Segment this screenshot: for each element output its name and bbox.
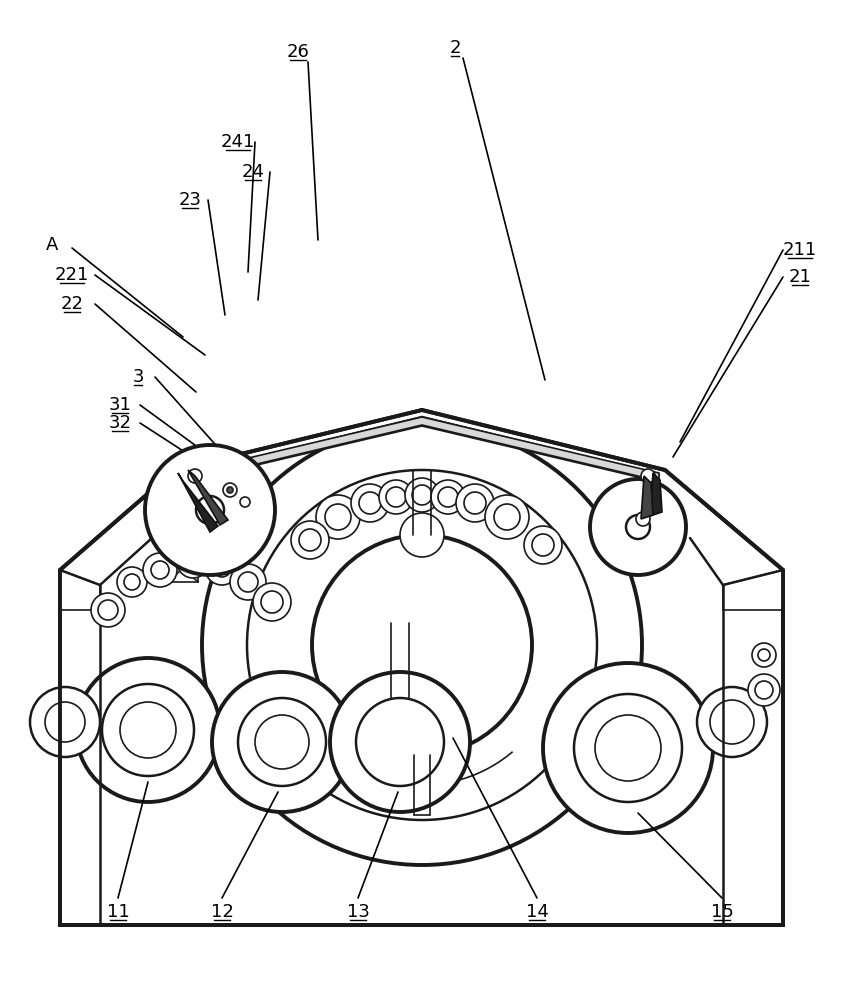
Circle shape — [626, 515, 650, 539]
Circle shape — [102, 684, 194, 776]
Text: 241: 241 — [221, 133, 255, 151]
Polygon shape — [60, 570, 100, 610]
Circle shape — [543, 663, 713, 833]
Text: A: A — [45, 236, 58, 254]
Polygon shape — [188, 470, 228, 525]
Circle shape — [223, 483, 237, 497]
Circle shape — [247, 470, 597, 820]
Circle shape — [205, 551, 239, 585]
Circle shape — [202, 425, 642, 865]
Text: 3: 3 — [132, 368, 144, 386]
Circle shape — [255, 715, 309, 769]
Circle shape — [755, 681, 773, 699]
Circle shape — [405, 478, 439, 512]
Text: 13: 13 — [346, 903, 369, 921]
Circle shape — [291, 521, 329, 559]
Circle shape — [316, 495, 360, 539]
Circle shape — [76, 658, 220, 802]
Circle shape — [748, 674, 780, 706]
Circle shape — [494, 504, 520, 530]
Circle shape — [177, 546, 209, 578]
Circle shape — [386, 487, 406, 507]
Text: 31: 31 — [108, 396, 131, 414]
Circle shape — [431, 480, 465, 514]
Text: 11: 11 — [107, 903, 130, 921]
Circle shape — [325, 504, 351, 530]
Circle shape — [641, 469, 655, 483]
Polygon shape — [641, 476, 653, 519]
Circle shape — [636, 512, 650, 526]
Circle shape — [196, 496, 224, 524]
Circle shape — [98, 600, 118, 620]
Circle shape — [379, 480, 413, 514]
Circle shape — [253, 583, 291, 621]
Text: 32: 32 — [108, 414, 131, 432]
Circle shape — [438, 487, 458, 507]
Text: 24: 24 — [241, 163, 265, 181]
Text: 211: 211 — [783, 241, 817, 259]
Circle shape — [412, 485, 432, 505]
Circle shape — [30, 687, 100, 757]
Polygon shape — [650, 473, 662, 516]
Circle shape — [227, 487, 233, 493]
Polygon shape — [723, 570, 783, 610]
Circle shape — [758, 649, 770, 661]
Circle shape — [532, 534, 554, 556]
Circle shape — [312, 535, 532, 755]
Circle shape — [752, 643, 776, 667]
Circle shape — [359, 492, 381, 514]
Circle shape — [524, 526, 562, 564]
Circle shape — [238, 572, 258, 592]
Circle shape — [238, 698, 326, 786]
Text: 14: 14 — [526, 903, 548, 921]
Text: 15: 15 — [711, 903, 733, 921]
Polygon shape — [185, 417, 659, 481]
Circle shape — [124, 574, 140, 590]
Circle shape — [145, 445, 275, 575]
Circle shape — [91, 593, 125, 627]
Circle shape — [464, 492, 486, 514]
Circle shape — [485, 495, 529, 539]
Circle shape — [299, 529, 321, 551]
Circle shape — [120, 702, 176, 758]
Circle shape — [151, 561, 169, 579]
Text: 2: 2 — [449, 39, 461, 57]
Circle shape — [697, 687, 767, 757]
Circle shape — [356, 698, 444, 786]
Circle shape — [595, 715, 661, 781]
Text: 221: 221 — [55, 266, 89, 284]
Circle shape — [45, 702, 85, 742]
Text: 22: 22 — [61, 295, 83, 313]
Circle shape — [213, 559, 231, 577]
Circle shape — [400, 513, 444, 557]
Circle shape — [143, 553, 177, 587]
Circle shape — [212, 672, 352, 812]
Text: 26: 26 — [287, 43, 309, 61]
Circle shape — [117, 567, 147, 597]
Text: 23: 23 — [178, 191, 202, 209]
Circle shape — [240, 497, 250, 507]
Circle shape — [230, 564, 266, 600]
Circle shape — [184, 553, 202, 571]
Circle shape — [188, 469, 202, 483]
Circle shape — [710, 700, 754, 744]
Circle shape — [574, 694, 682, 802]
Polygon shape — [178, 473, 218, 532]
Text: 21: 21 — [789, 268, 812, 286]
Text: 12: 12 — [210, 903, 234, 921]
Circle shape — [590, 479, 686, 575]
Circle shape — [351, 484, 389, 522]
Circle shape — [261, 591, 283, 613]
Circle shape — [456, 484, 494, 522]
Circle shape — [330, 672, 470, 812]
Polygon shape — [60, 410, 783, 925]
